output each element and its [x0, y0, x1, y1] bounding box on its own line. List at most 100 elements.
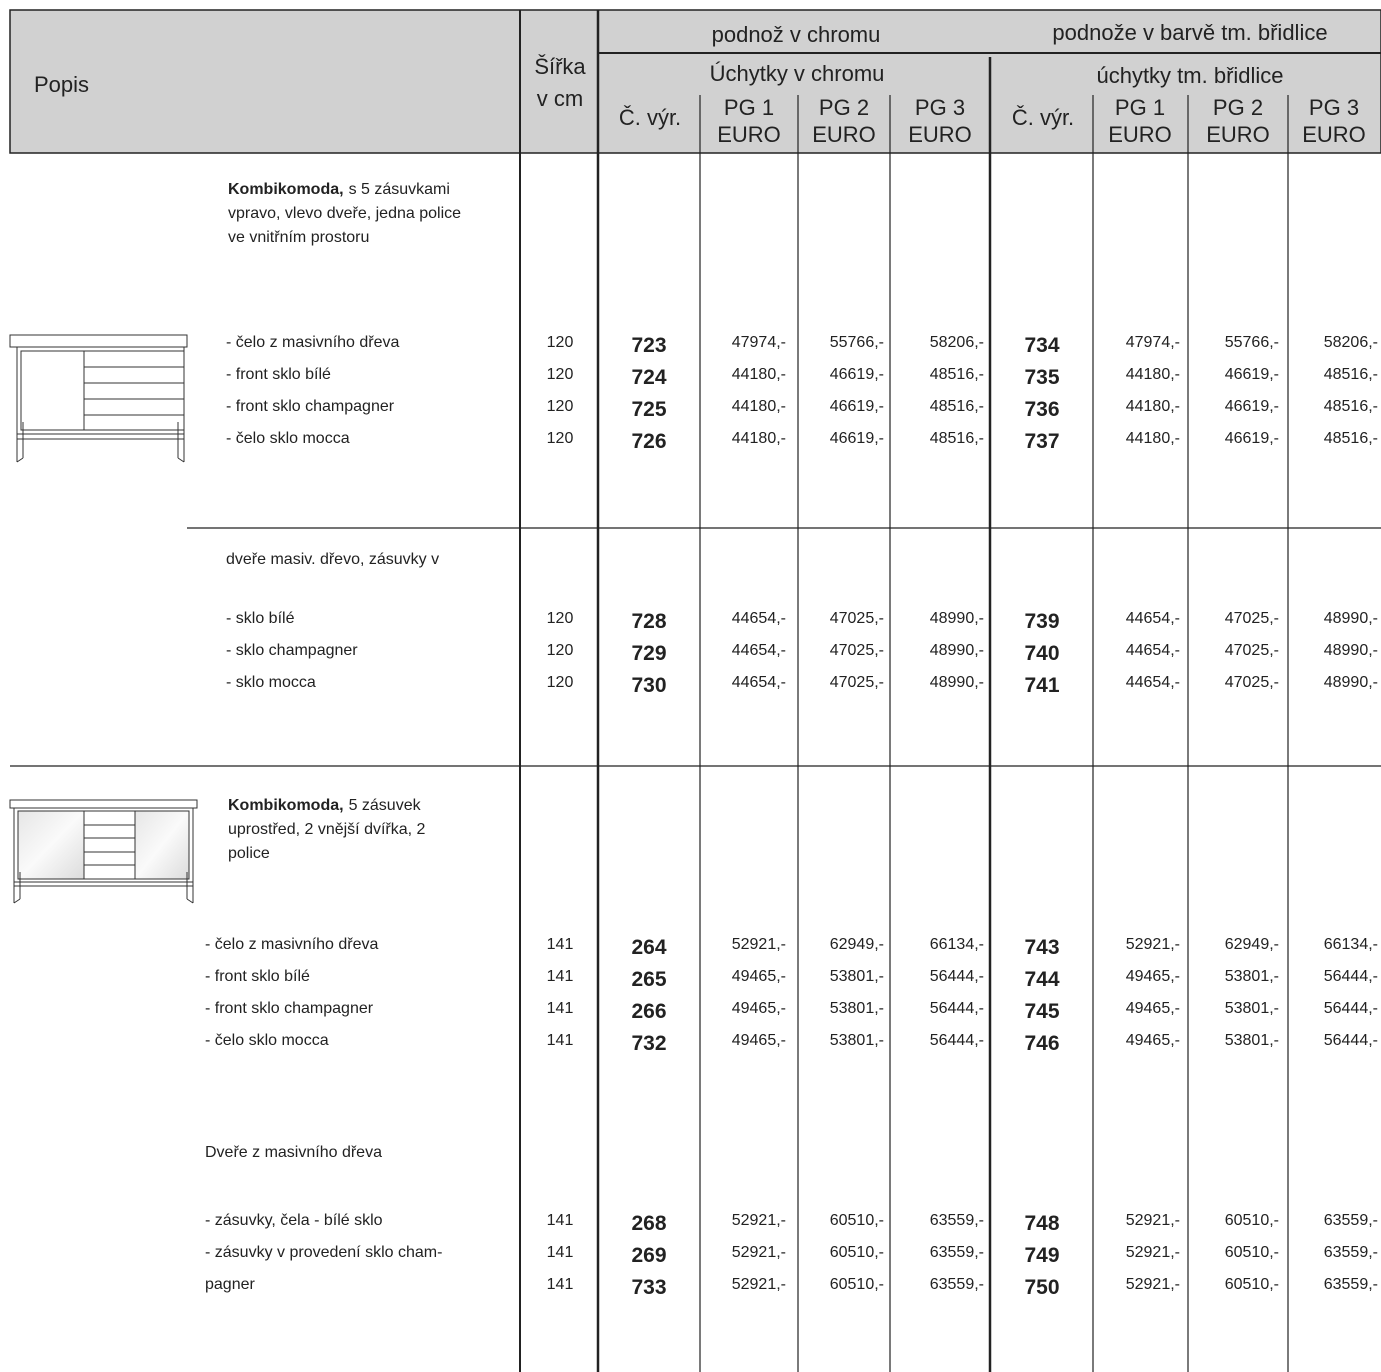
article-code: 750: [1024, 1276, 1060, 1299]
price-cell: 48990,-: [929, 610, 984, 627]
price-cell: 63559,-: [929, 1244, 984, 1261]
price-cell: 46619,-: [829, 366, 884, 383]
price-cell: 47025,-: [829, 674, 884, 691]
price-cell: 56444,-: [929, 1032, 984, 1049]
column-header: PG 2: [818, 95, 870, 120]
price-cell: 63559,-: [1323, 1212, 1378, 1229]
price-cell: 48516,-: [1323, 398, 1378, 415]
column-header: PG 1: [723, 95, 775, 120]
description: Dveře z masivního dřeva: [205, 1144, 382, 1161]
price-cell: 44180,-: [1125, 430, 1180, 447]
description: vpravo, vlevo dveře, jedna police: [228, 205, 462, 222]
column-header: EURO: [1108, 122, 1172, 147]
price-cell: 63559,-: [1323, 1244, 1378, 1261]
article-code: 269: [631, 1244, 667, 1267]
price-cell: 46619,-: [1224, 430, 1279, 447]
price-cell: 46619,-: [829, 430, 884, 447]
price-cell: 66134,-: [929, 936, 984, 953]
cabinet-illustration-2: [9, 799, 198, 904]
description-bold: Kombikomoda,: [228, 181, 344, 198]
price-cell: 47025,-: [1224, 610, 1279, 627]
article-code: 725: [631, 398, 667, 421]
price-cell: 48516,-: [929, 398, 984, 415]
article-code: 732: [631, 1032, 667, 1055]
group-header: podnože v barvě tm. břidlice: [1052, 20, 1328, 45]
description: uprostřed, 2 vnější dvířka, 2: [228, 821, 426, 838]
price-cell: 44654,-: [1125, 610, 1180, 627]
article-code: 748: [1024, 1212, 1060, 1235]
price-cell: 44180,-: [1125, 398, 1180, 415]
price-cell: 52921,-: [1125, 1244, 1180, 1261]
row-label: - čelo z masivního dřeva: [205, 936, 379, 953]
price-cell: 52921,-: [1125, 1276, 1180, 1293]
price-cell: 58206,-: [929, 334, 984, 351]
price-cell: 60510,-: [1224, 1212, 1279, 1229]
price-cell: 46619,-: [1224, 366, 1279, 383]
price-cell: 56444,-: [1323, 1032, 1378, 1049]
article-code: 728: [631, 610, 667, 633]
subgroup-header: úchytky tm. břidlice: [1096, 63, 1284, 88]
width-cell: 141: [546, 936, 574, 953]
price-cell: 52921,-: [731, 1244, 786, 1261]
column-header: Č. výr.: [618, 105, 682, 130]
row-label: - čelo z masivního dřeva: [226, 334, 400, 351]
article-code: 741: [1024, 674, 1060, 697]
price-cell: 56444,-: [1323, 1000, 1378, 1017]
article-code: 726: [631, 430, 667, 453]
column-header: v cm: [536, 86, 584, 111]
article-code: 745: [1024, 1000, 1060, 1023]
price-cell: 53801,-: [829, 1032, 884, 1049]
article-code: 749: [1024, 1244, 1060, 1267]
description-bold: Kombikomoda,: [228, 797, 344, 814]
row-label: pagner: [205, 1276, 255, 1293]
price-cell: 48516,-: [1323, 430, 1378, 447]
row-label: - front sklo bílé: [205, 968, 310, 985]
price-cell: 58206,-: [1323, 334, 1378, 351]
price-cell: 62949,-: [1224, 936, 1279, 953]
price-cell: 63559,-: [929, 1276, 984, 1293]
column-header: Č. výr.: [1011, 105, 1075, 130]
article-code: 740: [1024, 642, 1060, 665]
width-cell: 141: [546, 1244, 574, 1261]
width-cell: 120: [546, 430, 574, 447]
column-header: EURO: [812, 122, 876, 147]
price-cell: 48516,-: [929, 430, 984, 447]
price-cell: 62949,-: [829, 936, 884, 953]
price-cell: 60510,-: [1224, 1244, 1279, 1261]
row-label: - front sklo champagner: [205, 1000, 374, 1017]
description: dveře masiv. dřevo, zásuvky v: [226, 551, 440, 568]
price-cell: 49465,-: [731, 1032, 786, 1049]
width-cell: 120: [546, 398, 574, 415]
article-code: 736: [1024, 398, 1060, 421]
price-cell: 52921,-: [731, 936, 786, 953]
article-code: 730: [631, 674, 667, 697]
price-cell: 55766,-: [829, 334, 884, 351]
width-cell: 141: [546, 1212, 574, 1229]
price-cell: 47974,-: [1125, 334, 1180, 351]
price-cell: 52921,-: [1125, 1212, 1180, 1229]
price-cell: 63559,-: [929, 1212, 984, 1229]
price-cell: 53801,-: [1224, 1032, 1279, 1049]
price-cell: 48516,-: [1323, 366, 1378, 383]
column-header: PG 3: [914, 95, 966, 120]
price-cell: 66134,-: [1323, 936, 1378, 953]
subgroup-header: Úchytky v chromu: [709, 61, 885, 86]
price-cell: 44180,-: [731, 398, 786, 415]
width-cell: 120: [546, 642, 574, 659]
price-cell: 60510,-: [829, 1244, 884, 1261]
group-header: podnož v chromu: [711, 22, 881, 47]
price-cell: 56444,-: [929, 968, 984, 985]
row-label: - front sklo bílé: [226, 366, 331, 383]
row-label: - čelo sklo mocca: [205, 1032, 329, 1049]
row-label: - sklo bílé: [226, 610, 295, 627]
price-cell: 49465,-: [731, 1000, 786, 1017]
price-cell: 49465,-: [1125, 968, 1180, 985]
column-header: EURO: [717, 122, 781, 147]
price-cell: 44654,-: [1125, 642, 1180, 659]
width-cell: 141: [546, 968, 574, 985]
price-cell: 53801,-: [1224, 968, 1279, 985]
width-cell: 120: [546, 674, 574, 691]
article-code: 733: [631, 1276, 667, 1299]
